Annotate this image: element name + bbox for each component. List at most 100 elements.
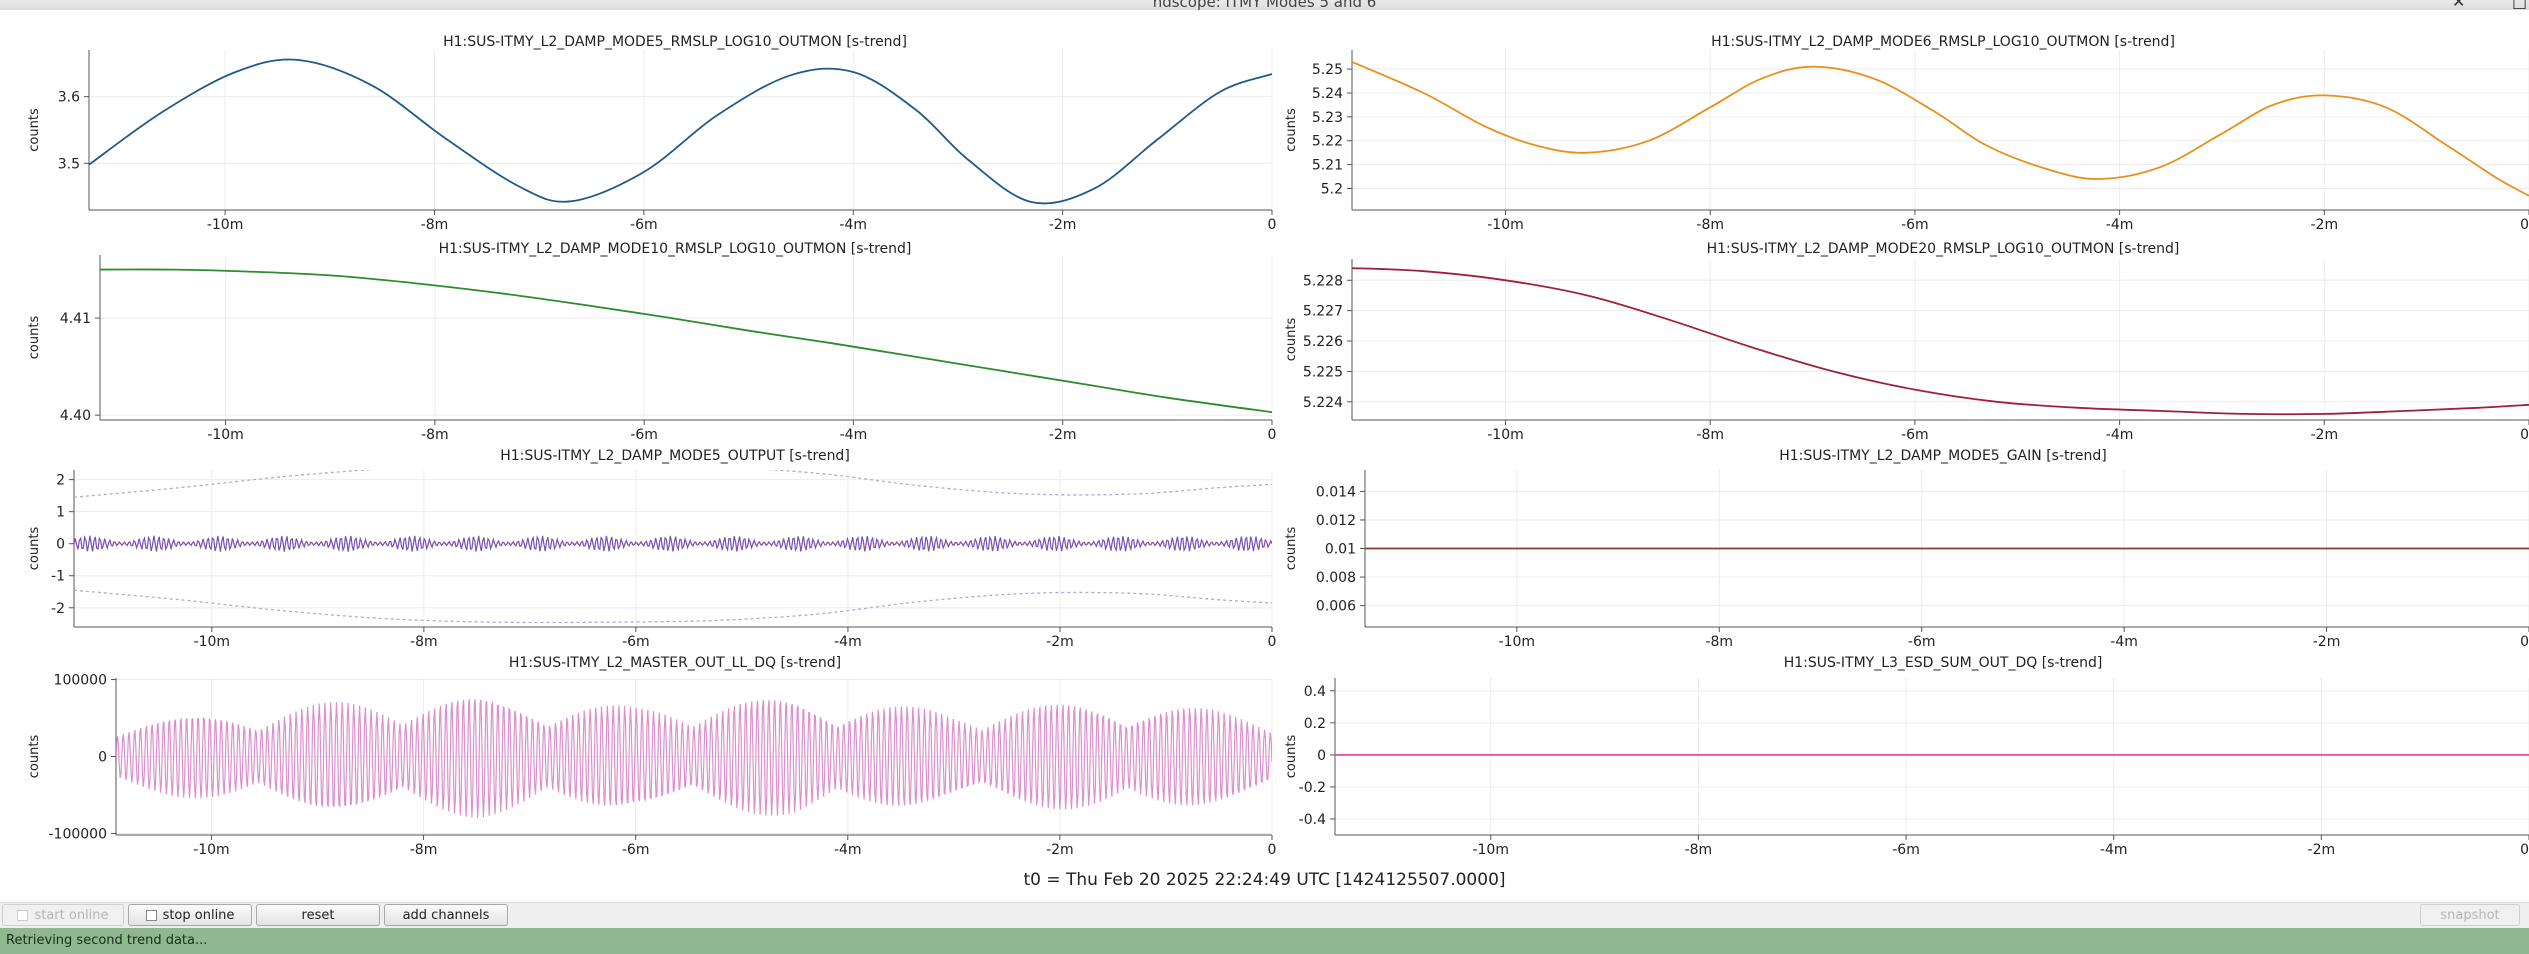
y-tick-label: 5.2 — [1321, 182, 1343, 198]
maximize-icon[interactable]: □ — [2512, 0, 2528, 10]
y-tick-label: 0 — [56, 537, 65, 553]
x-tick-label: -4m — [840, 427, 868, 443]
y-axis-label: counts — [27, 735, 42, 779]
plot-title: H1:SUS-ITMY_L2_DAMP_MODE6_RMSLP_LOG10_OU… — [1711, 34, 2175, 50]
plot-title: H1:SUS-ITMY_L2_DAMP_MODE5_RMSLP_LOG10_OU… — [443, 34, 907, 50]
y-tick-label: 0.014 — [1316, 484, 1356, 500]
snapshot-button[interactable]: snapshot — [2420, 904, 2520, 926]
series-group — [74, 470, 1272, 624]
series-line — [89, 58, 1272, 205]
window-title: ndscope: ITMY Modes 5 and 6 — [1152, 0, 1377, 10]
y-tick-label: 5.23 — [1312, 110, 1343, 126]
x-tick-label: -8m — [410, 842, 438, 858]
y-tick-label: 5.224 — [1303, 395, 1343, 411]
y-tick-label: -2 — [51, 601, 65, 617]
y-tick-label: 0.4 — [1304, 684, 1326, 700]
y-tick-label: 5.225 — [1303, 364, 1343, 380]
x-tick-label: -10m — [1487, 217, 1524, 233]
x-tick-label: -2m — [2308, 842, 2336, 858]
x-tick-label: -10m — [1472, 842, 1509, 858]
plot-panel[interactable]: H1:SUS-ITMY_L2_DAMP_MODE10_RMSLP_LOG10_O… — [27, 241, 1276, 443]
x-tick-label: 0 — [2520, 634, 2529, 650]
plot-title: H1:SUS-ITMY_L2_DAMP_MODE5_GAIN [s-trend] — [1779, 448, 2107, 464]
y-tick-label: -100000 — [49, 826, 108, 842]
plot-panel[interactable]: H1:SUS-ITMY_L3_ESD_SUM_OUT_DQ [s-trend] c… — [1284, 655, 2529, 858]
x-tick-label: -10m — [207, 217, 244, 233]
x-tick-label: -6m — [1901, 427, 1929, 443]
series-line — [100, 268, 1272, 414]
series-group — [100, 268, 1272, 414]
series-line — [74, 589, 1272, 624]
y-tick-label: 0.008 — [1316, 570, 1356, 586]
series-line — [74, 470, 1272, 498]
status-bar: Retrieving second trend data... — [0, 928, 2529, 954]
x-tick-label: -8m — [1696, 217, 1724, 233]
x-tick-label: -10m — [193, 842, 230, 858]
reset-button[interactable]: reset — [256, 904, 380, 926]
window-titlebar: ndscope: ITMY Modes 5 and 6 ˇ ✕ □ — [0, 0, 2529, 10]
series-group — [1352, 267, 2529, 416]
x-tick-label: -4m — [2100, 842, 2128, 858]
plot-panel[interactable]: H1:SUS-ITMY_L2_DAMP_MODE5_RMSLP_LOG10_OU… — [27, 34, 1276, 233]
plots-svg[interactable]: H1:SUS-ITMY_L2_DAMP_MODE5_RMSLP_LOG10_OU… — [0, 10, 2529, 870]
x-tick-label: 0 — [2520, 217, 2529, 233]
x-tick-label: -6m — [630, 427, 658, 443]
x-tick-label: -6m — [630, 217, 658, 233]
x-tick-label: -2m — [2310, 217, 2338, 233]
y-tick-label: 4.40 — [60, 408, 91, 424]
x-tick-label: -6m — [1901, 217, 1929, 233]
plot-panel[interactable]: H1:SUS-ITMY_L2_DAMP_MODE5_OUTPUT [s-tren… — [27, 448, 1276, 650]
start-online-label: start online — [34, 907, 109, 923]
y-tick-label: -0.2 — [1299, 780, 1326, 796]
plot-panel[interactable]: H1:SUS-ITMY_L2_DAMP_MODE20_RMSLP_LOG10_O… — [1284, 241, 2529, 443]
y-tick-label: -0.4 — [1299, 812, 1326, 828]
plot-title: H1:SUS-ITMY_L2_DAMP_MODE20_RMSLP_LOG10_O… — [1707, 241, 2180, 257]
y-axis-label: counts — [27, 316, 42, 360]
series-line — [74, 534, 1272, 553]
y-tick-label: 0.012 — [1316, 513, 1356, 529]
x-tick-label: -2m — [1049, 217, 1077, 233]
y-axis-label: counts — [27, 108, 42, 152]
x-tick-label: -8m — [421, 217, 449, 233]
x-tick-label: -6m — [622, 634, 650, 650]
x-tick-label: 0 — [1268, 217, 1277, 233]
x-tick-label: -8m — [410, 634, 438, 650]
x-tick-label: -10m — [194, 634, 231, 650]
x-tick-label: 0 — [1268, 842, 1277, 858]
x-tick-label: -8m — [421, 427, 449, 443]
stop-online-button[interactable]: stop online — [128, 904, 252, 926]
y-tick-label: 2 — [56, 473, 65, 489]
plot-grid[interactable]: H1:SUS-ITMY_L2_DAMP_MODE5_RMSLP_LOG10_OU… — [0, 10, 2529, 870]
add-channels-button[interactable]: add channels — [384, 904, 508, 926]
start-online-button[interactable]: start online — [2, 904, 124, 926]
x-tick-label: -4m — [2106, 217, 2134, 233]
x-tick-label: -2m — [2313, 634, 2341, 650]
y-tick-label: 100000 — [54, 673, 107, 689]
x-tick-label: -2m — [1046, 634, 1074, 650]
y-tick-label: 0 — [1317, 748, 1326, 764]
y-tick-label: 4.41 — [60, 311, 91, 327]
start-online-checkbox-icon — [17, 909, 29, 921]
x-tick-label: -2m — [2310, 427, 2338, 443]
series-group — [1352, 61, 2529, 197]
close-icon[interactable]: ✕ — [2452, 0, 2466, 10]
y-tick-label: 0.2 — [1304, 716, 1326, 732]
plot-panel[interactable]: H1:SUS-ITMY_L2_DAMP_MODE6_RMSLP_LOG10_OU… — [1284, 34, 2529, 233]
y-tick-label: 1 — [56, 505, 65, 521]
x-tick-label: -6m — [1908, 634, 1936, 650]
plot-panel[interactable]: H1:SUS-ITMY_L2_DAMP_MODE5_GAIN [s-trend]… — [1284, 448, 2529, 650]
plot-panel[interactable]: H1:SUS-ITMY_L2_MASTER_OUT_LL_DQ [s-trend… — [27, 655, 1276, 858]
y-tick-label: 5.226 — [1303, 334, 1343, 350]
series-line — [1352, 267, 2529, 416]
minimize-icon[interactable]: ˇ — [2478, 0, 2486, 10]
series-line — [116, 699, 1272, 818]
x-tick-label: 0 — [1268, 427, 1277, 443]
x-tick-label: -4m — [839, 217, 867, 233]
y-tick-label: 5.21 — [1312, 158, 1343, 174]
x-tick-label: -6m — [1892, 842, 1920, 858]
x-tick-label: -8m — [1705, 634, 1733, 650]
x-tick-label: -4m — [834, 634, 862, 650]
y-tick-label: 5.22 — [1312, 134, 1343, 150]
x-tick-label: -8m — [1685, 842, 1713, 858]
y-axis-label: counts — [1284, 527, 1299, 571]
